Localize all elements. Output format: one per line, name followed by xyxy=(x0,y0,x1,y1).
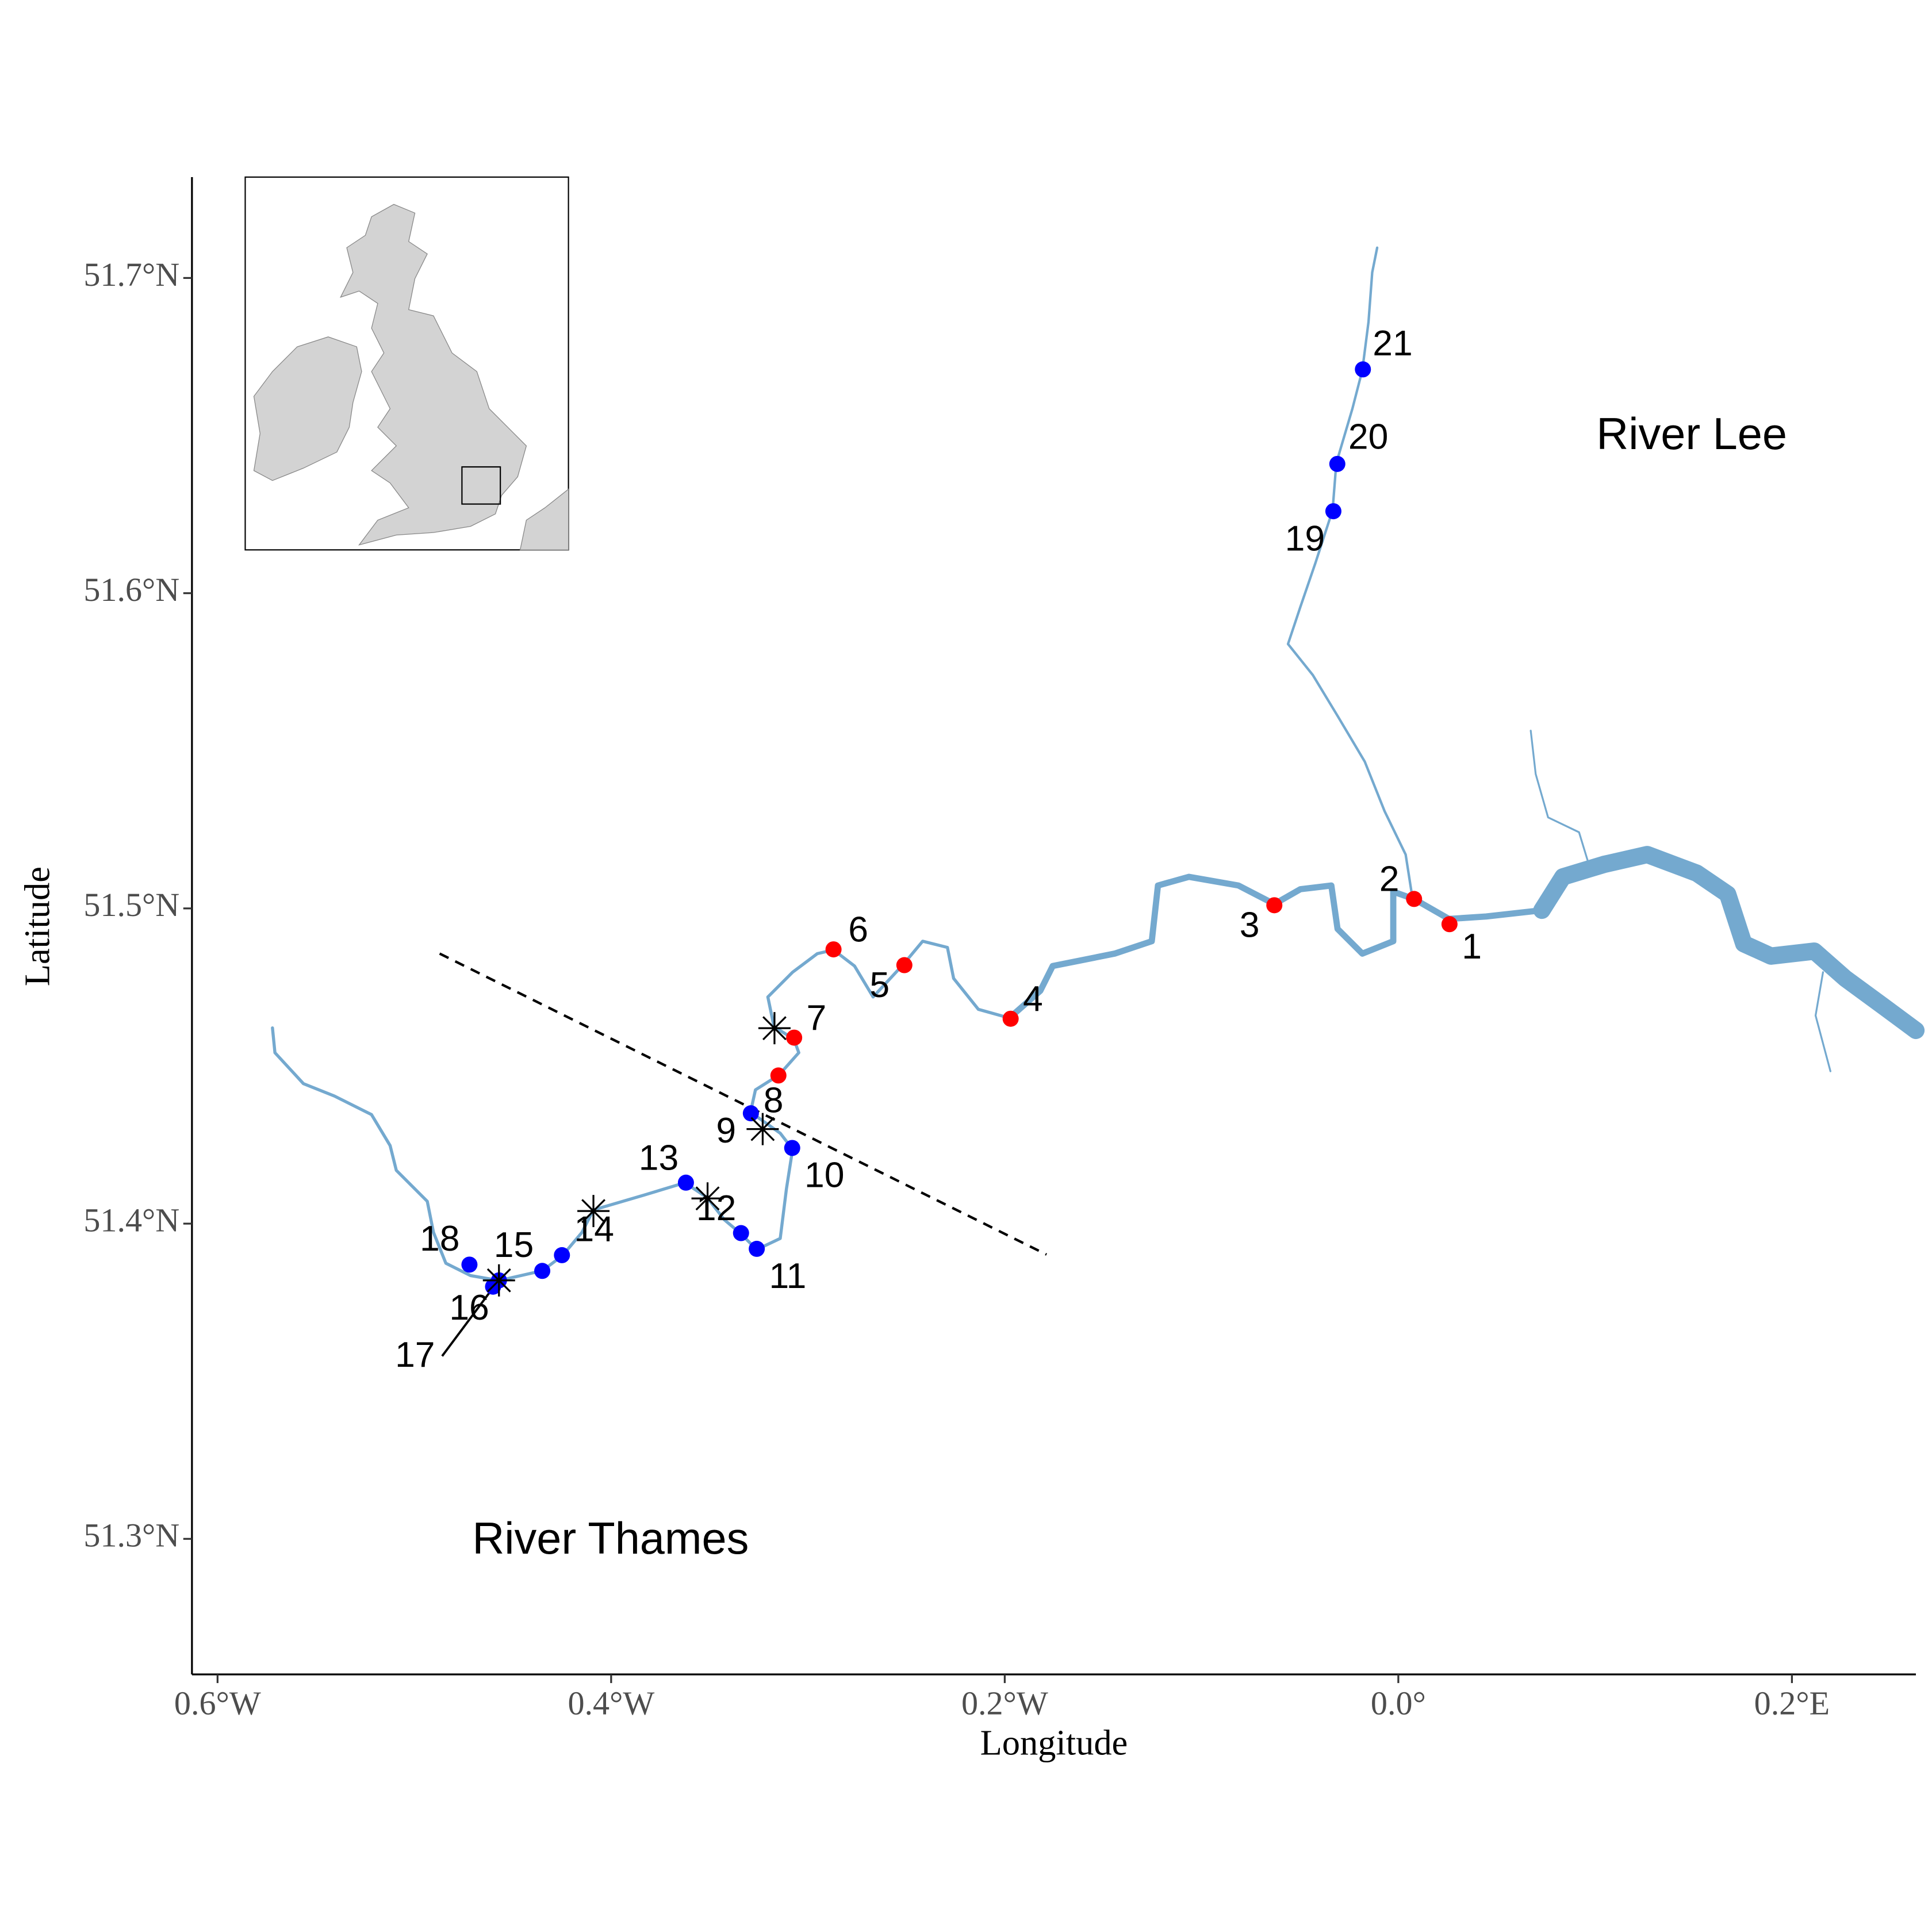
star-marker xyxy=(758,1012,791,1045)
site-label: 1 xyxy=(1462,926,1482,967)
river-thames-estuary xyxy=(1533,846,1925,1040)
site-label: 19 xyxy=(1285,518,1325,558)
site-label: 21 xyxy=(1373,323,1412,363)
site-label: 16 xyxy=(449,1287,489,1328)
y-tick-label: 51.6°N xyxy=(83,571,179,608)
site-point xyxy=(733,1225,749,1241)
star-marker xyxy=(577,1195,610,1228)
inset-france xyxy=(519,488,569,550)
x-tick-label: 0.4°W xyxy=(568,1684,654,1722)
star-marker xyxy=(746,1113,779,1145)
site-label: 8 xyxy=(764,1080,784,1120)
river-tributary xyxy=(1529,730,1589,862)
site-point xyxy=(534,1263,551,1279)
river-lee xyxy=(1286,246,1413,896)
site-label: 11 xyxy=(769,1256,807,1296)
site-label: 9 xyxy=(716,1110,736,1151)
star-marker xyxy=(482,1264,515,1297)
y-tick-label: 51.4°N xyxy=(83,1201,179,1239)
x-tick-label: 0.2°W xyxy=(961,1684,1048,1722)
site-label: 10 xyxy=(804,1155,844,1195)
river-label: River Thames xyxy=(472,1514,749,1563)
site-point xyxy=(1441,916,1458,933)
site-point xyxy=(1406,891,1423,907)
site-point xyxy=(677,1174,694,1191)
site-point xyxy=(1355,361,1371,378)
inset-extent xyxy=(461,466,501,505)
boundary-line xyxy=(439,952,1047,1256)
y-axis-title: Latitude xyxy=(17,867,57,986)
site-label: 15 xyxy=(494,1225,534,1265)
site-point xyxy=(1329,455,1346,472)
inset-great-britain xyxy=(340,204,527,546)
site-point xyxy=(1325,503,1341,520)
river-tributary xyxy=(1814,971,1831,1072)
site-point xyxy=(770,1067,787,1084)
inset-map xyxy=(244,176,569,551)
site-label: 18 xyxy=(420,1218,459,1259)
site-point xyxy=(749,1240,765,1257)
site-label: 5 xyxy=(869,965,890,1005)
y-tick-label: 51.3°N xyxy=(83,1517,179,1554)
x-tick-label: 0.6°W xyxy=(174,1684,261,1722)
site-point xyxy=(896,957,913,973)
site-label: 2 xyxy=(1379,859,1400,899)
site-label: 3 xyxy=(1240,905,1260,945)
site-point xyxy=(1266,897,1283,914)
site-point xyxy=(742,1105,759,1122)
river-thames-upper xyxy=(271,940,1011,1282)
star-marker xyxy=(691,1182,724,1215)
inset-ireland xyxy=(253,336,362,481)
site-point xyxy=(825,941,842,958)
y-tick-label: 51.7°N xyxy=(83,256,179,293)
site-point xyxy=(461,1256,478,1273)
site-label: 7 xyxy=(807,998,827,1038)
x-axis-title: Longitude xyxy=(980,1722,1128,1762)
river-label: River Lee xyxy=(1596,409,1787,459)
x-tick-label: 0.2°E xyxy=(1754,1684,1830,1722)
site-point xyxy=(786,1029,803,1046)
site-label: 13 xyxy=(639,1138,678,1178)
y-tick-label: 51.5°N xyxy=(83,886,179,923)
site-point xyxy=(1002,1010,1019,1027)
site-label: 17 xyxy=(395,1335,435,1375)
x-tick-label: 0.0° xyxy=(1371,1684,1426,1722)
site-label: 6 xyxy=(848,909,868,949)
site-label: 4 xyxy=(1023,979,1043,1019)
site-label: 20 xyxy=(1348,416,1388,457)
site-point xyxy=(554,1247,570,1263)
leader-line xyxy=(441,1287,494,1357)
site-point xyxy=(784,1140,800,1156)
